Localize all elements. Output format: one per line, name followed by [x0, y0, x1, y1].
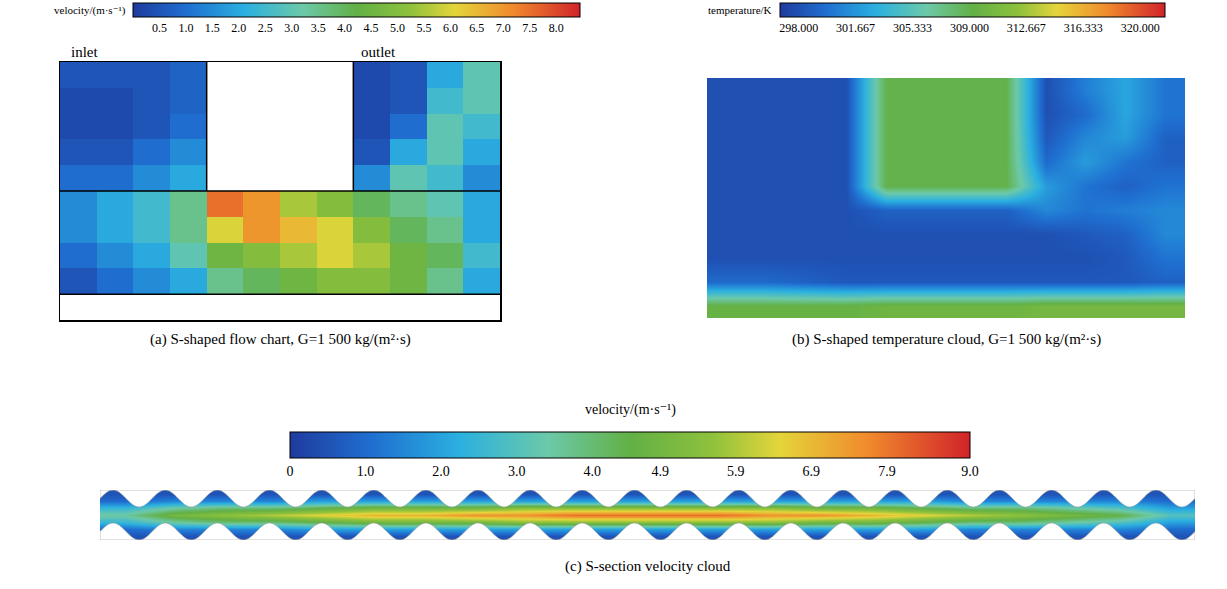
svg-text:301.667: 301.667	[836, 21, 875, 35]
svg-text:0.5: 0.5	[152, 21, 167, 35]
svg-text:316.333: 316.333	[1064, 21, 1103, 35]
svg-text:6.5: 6.5	[469, 21, 484, 35]
svg-text:(c) S-section velocity cloud: (c) S-section velocity cloud	[565, 558, 731, 575]
svg-text:4.9: 4.9	[651, 464, 669, 479]
svg-text:2.5: 2.5	[258, 21, 273, 35]
svg-text:2.0: 2.0	[432, 464, 450, 479]
svg-text:6.0: 6.0	[443, 21, 458, 35]
svg-text:298.000: 298.000	[779, 21, 818, 35]
svg-text:5.5: 5.5	[416, 21, 431, 35]
svg-text:outlet: outlet	[361, 44, 396, 60]
svg-text:305.333: 305.333	[893, 21, 932, 35]
svg-text:(a) S-shaped flow chart, G=1 5: (a) S-shaped flow chart, G=1 500 kg/(m²·…	[150, 331, 411, 348]
svg-text:320.000: 320.000	[1121, 21, 1160, 35]
svg-text:inlet: inlet	[71, 44, 98, 60]
svg-text:5.9: 5.9	[727, 464, 745, 479]
svg-text:4.0: 4.0	[337, 21, 352, 35]
svg-text:(b) S-shaped temperature cloud: (b) S-shaped temperature cloud, G=1 500 …	[792, 331, 1101, 348]
svg-text:temperature/K: temperature/K	[708, 4, 772, 16]
svg-text:0: 0	[287, 464, 294, 479]
svg-text:5.0: 5.0	[390, 21, 405, 35]
svg-text:9.0: 9.0	[961, 464, 979, 479]
svg-text:7.5: 7.5	[522, 21, 537, 35]
svg-text:6.9: 6.9	[803, 464, 821, 479]
svg-text:4.0: 4.0	[583, 464, 601, 479]
svg-text:8.0: 8.0	[549, 21, 564, 35]
svg-text:312.667: 312.667	[1007, 21, 1046, 35]
svg-text:1.0: 1.0	[357, 464, 375, 479]
svg-text:velocity/(m·s⁻¹): velocity/(m·s⁻¹)	[54, 4, 126, 17]
svg-text:3.0: 3.0	[508, 464, 526, 479]
svg-text:velocity/(m·s⁻¹): velocity/(m·s⁻¹)	[585, 402, 676, 418]
svg-text:3.5: 3.5	[311, 21, 326, 35]
svg-text:309.000: 309.000	[950, 21, 989, 35]
svg-text:7.0: 7.0	[496, 21, 511, 35]
svg-text:4.5: 4.5	[364, 21, 379, 35]
svg-text:2.0: 2.0	[231, 21, 246, 35]
svg-text:7.9: 7.9	[878, 464, 896, 479]
svg-text:1.5: 1.5	[205, 21, 220, 35]
svg-text:3.0: 3.0	[284, 21, 299, 35]
svg-text:1.0: 1.0	[178, 21, 193, 35]
